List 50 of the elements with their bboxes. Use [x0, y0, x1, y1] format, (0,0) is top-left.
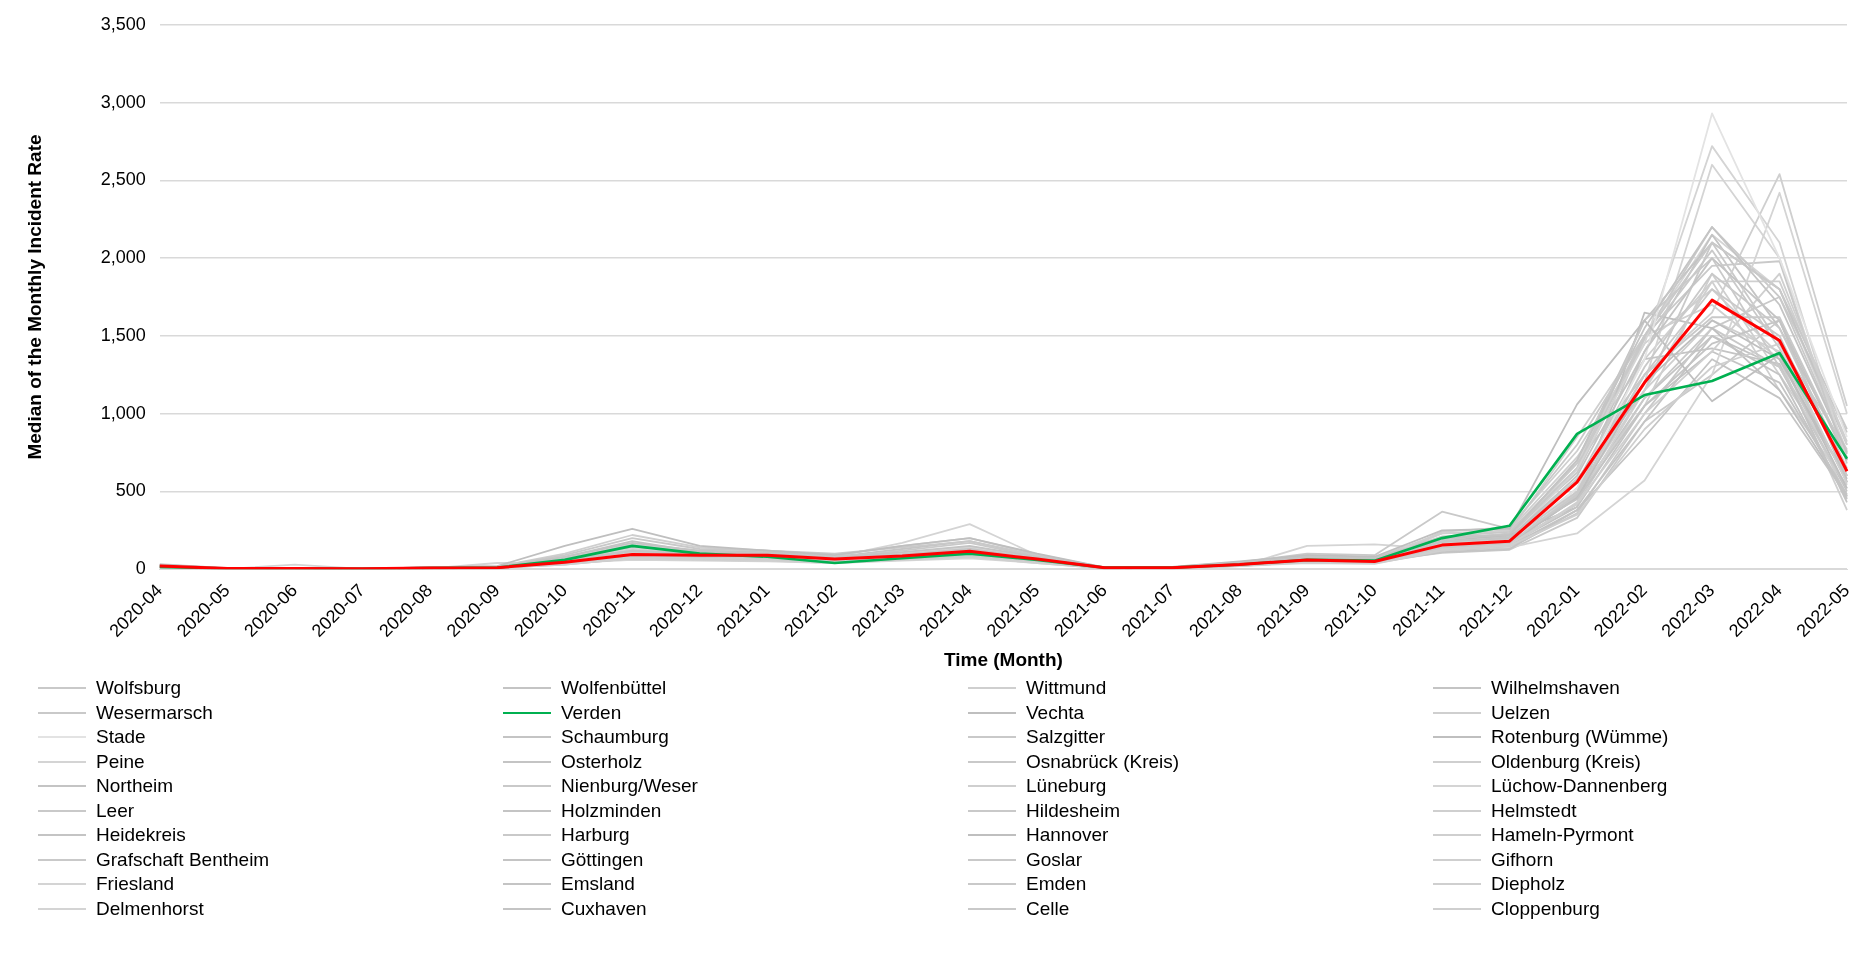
legend-label: Wilhelmshaven: [1491, 677, 1620, 700]
x-axis-title: Time (Month): [943, 648, 1063, 670]
legend-label: Schaumburg: [561, 726, 669, 749]
y-tick-label: 0: [135, 558, 146, 579]
legend-label: Northeim: [96, 775, 174, 798]
legend-label: Harburg: [561, 824, 630, 847]
legend-label: Stade: [96, 726, 146, 749]
legend-label: Gifhorn: [1491, 848, 1554, 871]
legend-label: Peine: [96, 750, 145, 773]
legend-label: Verden: [561, 701, 622, 724]
legend-label: Lüneburg: [1026, 775, 1107, 798]
legend-label: Leer: [96, 799, 135, 822]
legend-label: Osnabrück (Kreis): [1026, 750, 1180, 773]
legend-label: Hannover: [1026, 824, 1109, 847]
legend-label: Emsland: [561, 873, 635, 896]
y-tick-label: 3,000: [100, 91, 146, 112]
legend-label: Uelzen: [1491, 701, 1551, 724]
legend-label: Wolfsburg: [96, 677, 182, 700]
y-tick-label: 2,500: [100, 169, 146, 190]
legend-label: Cloppenburg: [1491, 897, 1600, 920]
legend-label: Diepholz: [1491, 873, 1565, 896]
legend-label: Grafschaft Bentheim: [96, 848, 270, 871]
legend-label: Salzgitter: [1026, 726, 1106, 749]
legend-label: Hameln-Pyrmont: [1491, 824, 1634, 847]
legend-label: Wesermarsch: [96, 701, 213, 724]
legend-label: Rotenburg (Wümme): [1491, 726, 1669, 749]
legend-label: Vechta: [1026, 701, 1085, 724]
legend-label: Helmstedt: [1491, 799, 1577, 822]
legend-label: Göttingen: [561, 848, 644, 871]
legend-label: Cuxhaven: [561, 897, 647, 920]
y-tick-label: 1,000: [100, 402, 146, 423]
legend-label: Hildesheim: [1026, 799, 1120, 822]
legend-label: Heidekreis: [96, 824, 186, 847]
legend-label: Goslar: [1026, 848, 1082, 871]
legend-label: Emden: [1026, 873, 1087, 896]
legend-label: Wittmund: [1026, 677, 1107, 700]
legend-label: Holzminden: [561, 799, 662, 822]
y-tick-label: 1,500: [100, 324, 146, 345]
y-axis-title: Median of the Monthly Incident Rate: [23, 134, 45, 460]
legend-label: Wolfenbüttel: [561, 677, 667, 700]
y-tick-label: 2,000: [100, 247, 146, 268]
legend-label: Lüchow-Dannenberg: [1491, 775, 1668, 798]
legend-label: Friesland: [96, 873, 175, 896]
y-tick-label: 3,500: [100, 13, 146, 34]
legend-label: Oldenburg (Kreis): [1491, 750, 1641, 773]
legend-label: Celle: [1026, 897, 1070, 920]
y-tick-label: 500: [115, 480, 146, 501]
legend-label: Osterholz: [561, 750, 643, 773]
legend-label: Delmenhorst: [96, 897, 204, 920]
legend-label: Nienburg/Weser: [561, 775, 698, 798]
